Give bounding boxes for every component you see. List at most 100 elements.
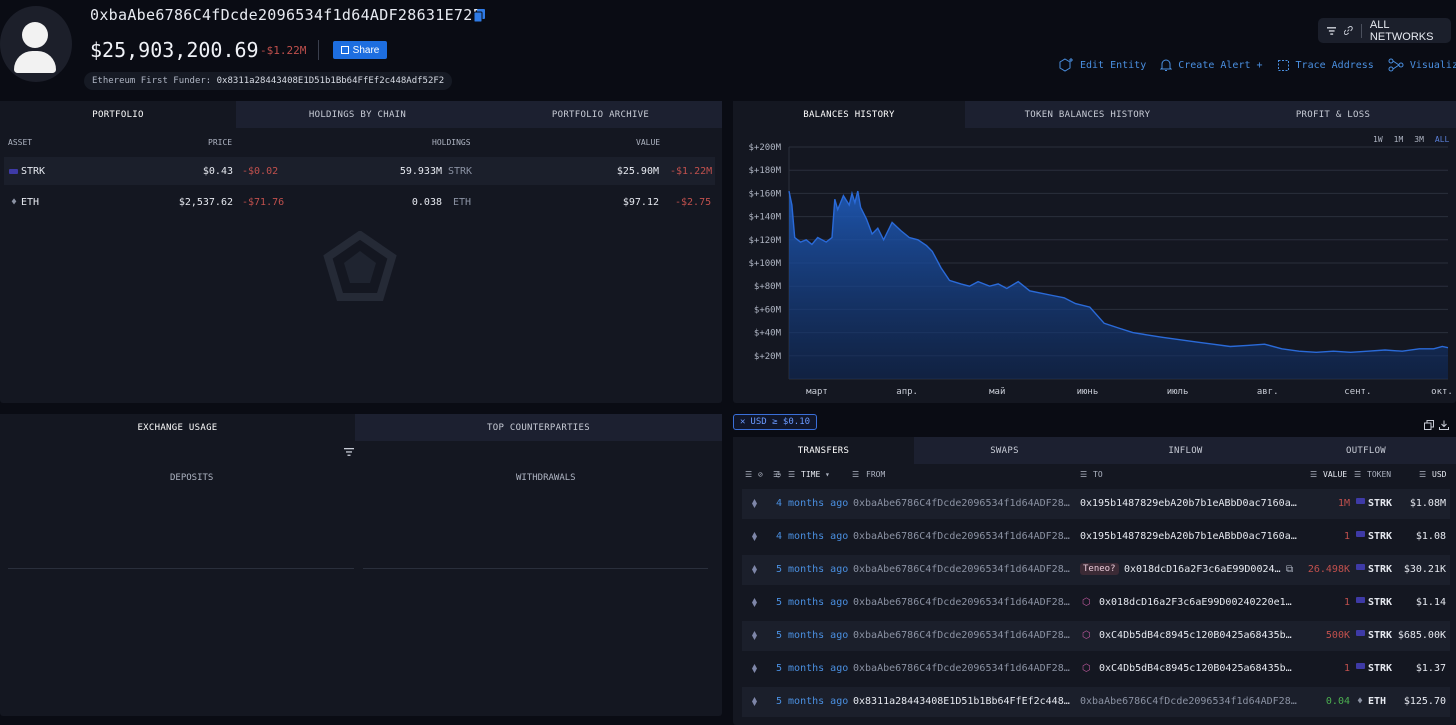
filter-icon[interactable]: ☰: [745, 470, 753, 479]
range-3m[interactable]: 3M: [1414, 135, 1424, 144]
tab-balances-history[interactable]: BALANCES HISTORY: [733, 101, 965, 128]
link-icon: [1344, 26, 1353, 35]
range-1w[interactable]: 1W: [1373, 135, 1383, 144]
edit-entity-button[interactable]: Edit Entity: [1058, 58, 1146, 72]
transfer-from[interactable]: 0xbaAbe6786C4fDcde2096534f1d64ADF28631E7…: [853, 663, 1071, 674]
range-selector: 1W 1M 3M ALL: [1373, 135, 1449, 144]
tab-inflow[interactable]: INFLOW: [1095, 437, 1276, 464]
transfer-from[interactable]: 0xbaAbe6786C4fDcde2096534f1d64ADF28631E7…: [853, 498, 1071, 509]
download-icon[interactable]: [1439, 420, 1449, 430]
filter-icon[interactable]: ☰: [852, 470, 860, 479]
tab-transfers[interactable]: TRANSFERS: [733, 437, 914, 464]
portfolio-row[interactable]: STRK $0.43 -$0.02 59.933M STRK $25.90M -…: [4, 157, 715, 185]
usd-filter-chip[interactable]: ✕ USD ≥ $0.10: [733, 414, 818, 430]
tab-token-balances-history[interactable]: TOKEN BALANCES HISTORY: [965, 101, 1210, 128]
y-tick-label: $+60M: [754, 305, 782, 315]
transfer-value: 26.498K: [1307, 564, 1350, 575]
withdrawals-divider: [363, 568, 708, 569]
transfer-row[interactable]: 5 months ago 0xbaAbe6786C4fDcde2096534f1d…: [742, 588, 1450, 618]
transfer-time[interactable]: 5 months ago: [776, 564, 849, 575]
filter-icon[interactable]: ☰: [1419, 470, 1427, 479]
asset-name: STRK: [21, 166, 46, 177]
share-label: Share: [352, 44, 380, 56]
strk-token-icon: [1356, 597, 1365, 603]
copy-table-icon[interactable]: [1424, 420, 1434, 430]
transfer-from[interactable]: 0xbaAbe6786C4fDcde2096534f1d64ADF28631E7…: [853, 564, 1071, 575]
tab-swaps[interactable]: SWAPS: [914, 437, 1095, 464]
transfer-time[interactable]: 5 months ago: [776, 597, 849, 608]
link-icon[interactable]: ⊘: [758, 470, 763, 479]
transfer-to[interactable]: 0x018dcD16a2F3c6aE99D00240220e1e5: [1099, 597, 1297, 608]
avatar: [0, 6, 72, 82]
transfer-from[interactable]: 0x8311a28443408E1D51b1Bb64FfEf2c448Adf52…: [853, 696, 1071, 707]
transfer-to[interactable]: 0xC4Db5dB4c8945c120B0425a68435b2A: [1099, 663, 1297, 674]
withdrawals-label: WITHDRAWALS: [516, 473, 576, 483]
transfer-from[interactable]: 0xbaAbe6786C4fDcde2096534f1d64ADF28631E7…: [853, 531, 1071, 542]
value-change: -$2.75: [675, 197, 712, 208]
x-tick-label: май: [989, 387, 1005, 397]
trace-address-button[interactable]: Trace Address: [1277, 58, 1374, 72]
deposits-divider: [8, 568, 354, 569]
graph-nodes-icon: [1388, 58, 1404, 72]
filter-icon[interactable]: [344, 448, 354, 456]
y-tick-label: $+140M: [748, 213, 781, 223]
sort-desc-icon[interactable]: ▾: [825, 470, 830, 479]
share-button[interactable]: Share: [333, 41, 387, 59]
column-token: TOKEN: [1367, 470, 1392, 479]
range-1m[interactable]: 1M: [1393, 135, 1404, 144]
transfer-row[interactable]: 4 months ago 0xbaAbe6786C4fDcde2096534f1d…: [742, 489, 1450, 519]
transfer-row[interactable]: 4 months ago 0xbaAbe6786C4fDcde2096534f1d…: [742, 522, 1450, 552]
tab-portfolio[interactable]: PORTFOLIO: [0, 101, 236, 128]
transfer-time[interactable]: 5 months ago: [776, 663, 849, 674]
range-all[interactable]: ALL: [1434, 135, 1450, 144]
transfer-usd: $30.21K: [1403, 564, 1446, 575]
first-funder-badge[interactable]: Ethereum First Funder: 0x8311a28443408E1…: [84, 72, 453, 90]
ethereum-chain-icon: [752, 499, 757, 508]
transfer-row[interactable]: 5 months ago 0x8311a28443408E1D51b1Bb64Ff…: [742, 687, 1450, 717]
column-time[interactable]: TIME: [801, 470, 821, 479]
transfer-token: STRK: [1368, 564, 1393, 575]
tab-profit-loss[interactable]: PROFIT & LOSS: [1210, 101, 1456, 128]
price-change: -$0.02: [242, 166, 279, 177]
filter-icon[interactable]: ☰: [1354, 470, 1362, 479]
filter-icon[interactable]: ☰: [773, 470, 781, 479]
close-icon[interactable]: ✕: [740, 417, 746, 427]
transfer-time[interactable]: 5 months ago: [776, 696, 849, 707]
visualize-button[interactable]: Visualize: [1388, 58, 1456, 72]
transfer-to[interactable]: 0xC4Db5dB4c8945c120B0425a68435b2A: [1099, 630, 1297, 641]
copy-icon[interactable]: [474, 9, 485, 22]
filter-icon[interactable]: ☰: [1080, 470, 1088, 479]
tab-outflow[interactable]: OUTFLOW: [1276, 437, 1456, 464]
tab-holdings-by-chain[interactable]: HOLDINGS BY CHAIN: [236, 101, 479, 128]
transfer-to[interactable]: 0x018dcD16a2F3c6aE99D00240220e1e5: [1124, 564, 1284, 575]
filter-icon[interactable]: ☰: [1310, 470, 1318, 479]
copy-icon[interactable]: ⧉: [1286, 564, 1294, 575]
share-icon: [340, 46, 349, 54]
transfer-time[interactable]: 5 months ago: [776, 630, 849, 641]
tab-exchange-usage[interactable]: EXCHANGE USAGE: [0, 414, 355, 441]
filter-icon[interactable]: ☰: [788, 470, 796, 479]
entity-tag[interactable]: Teneo?: [1080, 563, 1119, 575]
transfer-to[interactable]: 0xbaAbe6786C4fDcde2096534f1d64ADF28631E7…: [1080, 696, 1297, 707]
transfer-from[interactable]: 0xbaAbe6786C4fDcde2096534f1d64ADF28631E7…: [853, 630, 1071, 641]
transfer-time[interactable]: 4 months ago: [776, 531, 849, 542]
transfer-row[interactable]: 5 months ago 0xbaAbe6786C4fDcde2096534f1d…: [742, 621, 1450, 651]
exchange-panel: EXCHANGE USAGE TOP COUNTERPARTIES DEPOSI…: [0, 414, 722, 716]
ethereum-chain-icon: [752, 631, 757, 640]
column-value: VALUE: [1323, 470, 1348, 479]
strk-token-icon: [1356, 630, 1365, 636]
network-selector[interactable]: ALL NETWORKS: [1318, 18, 1451, 43]
asset-price: $2,537.62: [178, 197, 233, 208]
create-alert-button[interactable]: Create Alert +: [1160, 58, 1263, 72]
tab-portfolio-archive[interactable]: PORTFOLIO ARCHIVE: [479, 101, 722, 128]
funder-label: Ethereum First Funder:: [92, 76, 212, 86]
transfer-row[interactable]: 5 months ago 0xbaAbe6786C4fDcde2096534f1d…: [742, 555, 1450, 585]
transfer-to[interactable]: 0x195b1487829ebA20b7b1eABbD0ac7160aca75f…: [1080, 531, 1297, 542]
eth-token-icon: ♦: [11, 197, 18, 208]
tab-top-counterparties[interactable]: TOP COUNTERPARTIES: [355, 414, 722, 441]
portfolio-row[interactable]: ♦ ETH $2,537.62 -$71.76 0.038 ETH $97.12…: [4, 188, 715, 216]
transfer-row[interactable]: 5 months ago 0xbaAbe6786C4fDcde2096534f1d…: [742, 654, 1450, 684]
transfer-to[interactable]: 0x195b1487829ebA20b7b1eABbD0ac7160aca75f…: [1080, 498, 1297, 509]
transfer-time[interactable]: 4 months ago: [776, 498, 849, 509]
transfer-from[interactable]: 0xbaAbe6786C4fDcde2096534f1d64ADF28631E7…: [853, 597, 1071, 608]
